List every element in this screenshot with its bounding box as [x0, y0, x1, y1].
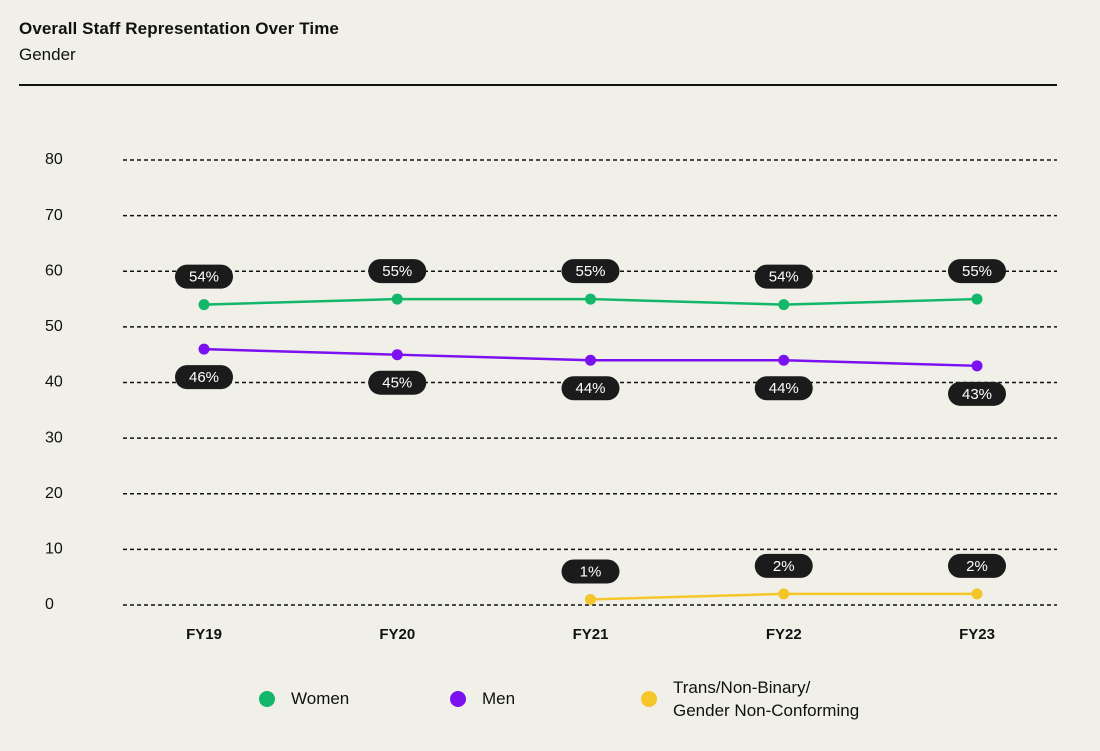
data-label-s1-fy20: 45% [382, 375, 412, 392]
y-tick-label-60: 60 [45, 262, 63, 279]
data-label-bg-s0-fy21 [561, 259, 620, 284]
x-tick-label-fy22: FY22 [766, 626, 802, 643]
data-point-s1-fy20 [391, 349, 403, 361]
y-tick-label-80: 80 [45, 151, 63, 168]
data-label-s1-fy22: 44% [769, 380, 799, 397]
data-point-s0-fy21 [585, 293, 596, 305]
data-point-s1-fy21 [585, 354, 596, 366]
data-label-s2-fy22: 2% [773, 558, 795, 575]
x-tick-label-fy20: FY20 [379, 626, 415, 643]
data-label-bg-s0-fy20 [368, 259, 427, 284]
title-divider [19, 84, 1057, 86]
data-label-bg-s1-fy19 [175, 365, 233, 390]
data-label-s0-fy20: 55% [382, 263, 412, 280]
data-label-s0-fy19: 54% [189, 269, 219, 286]
data-point-s0-fy20 [391, 293, 403, 305]
data-label-bg-s2-fy23 [948, 553, 1006, 578]
y-tick-label-40: 40 [45, 374, 63, 391]
data-label-bg-s2-fy22 [754, 553, 813, 578]
y-tick-label-70: 70 [45, 207, 63, 224]
data-label-bg-s0-fy19 [175, 264, 233, 289]
y-tick-label-30: 30 [45, 429, 63, 446]
data-label-s0-fy23: 55% [962, 263, 992, 280]
data-point-s1-fy22 [778, 354, 790, 366]
data-label-bg-s0-fy22 [754, 264, 813, 289]
x-tick-label-fy21: FY21 [573, 626, 609, 643]
data-label-s2-fy23: 2% [966, 558, 988, 575]
chart-title: Overall Staff Representation Over Time [19, 19, 339, 38]
data-point-s1-fy23 [971, 360, 983, 372]
data-point-s2-fy22 [778, 588, 790, 600]
chart-subtitle: Gender [19, 45, 76, 64]
data-label-s1-fy21: 44% [575, 380, 605, 397]
x-tick-label-fy19: FY19 [186, 626, 222, 643]
y-tick-label-10: 10 [45, 541, 63, 558]
data-label-bg-s1-fy22 [754, 376, 813, 401]
data-label-s0-fy21: 55% [575, 263, 605, 280]
data-label-bg-s2-fy21 [561, 559, 620, 584]
data-label-bg-s1-fy20 [368, 370, 427, 395]
data-point-s2-fy23 [971, 588, 983, 600]
data-point-s0-fy23 [971, 293, 983, 305]
data-label-bg-s1-fy23 [948, 381, 1006, 406]
data-label-s0-fy22: 54% [769, 269, 799, 286]
y-tick-label-20: 20 [45, 485, 63, 502]
data-point-s1-fy19 [198, 343, 210, 355]
data-label-s2-fy21: 1% [580, 563, 602, 580]
data-point-s0-fy19 [198, 299, 210, 311]
data-label-bg-s1-fy21 [561, 376, 620, 401]
data-point-s0-fy22 [778, 299, 790, 311]
y-tick-label-0: 0 [45, 596, 54, 613]
data-point-s2-fy21 [585, 593, 596, 605]
data-label-s1-fy19: 46% [189, 369, 219, 386]
y-tick-label-50: 50 [45, 318, 63, 335]
x-tick-label-fy23: FY23 [959, 626, 995, 643]
data-label-s1-fy23: 43% [962, 386, 992, 403]
data-label-bg-s0-fy23 [948, 259, 1006, 284]
